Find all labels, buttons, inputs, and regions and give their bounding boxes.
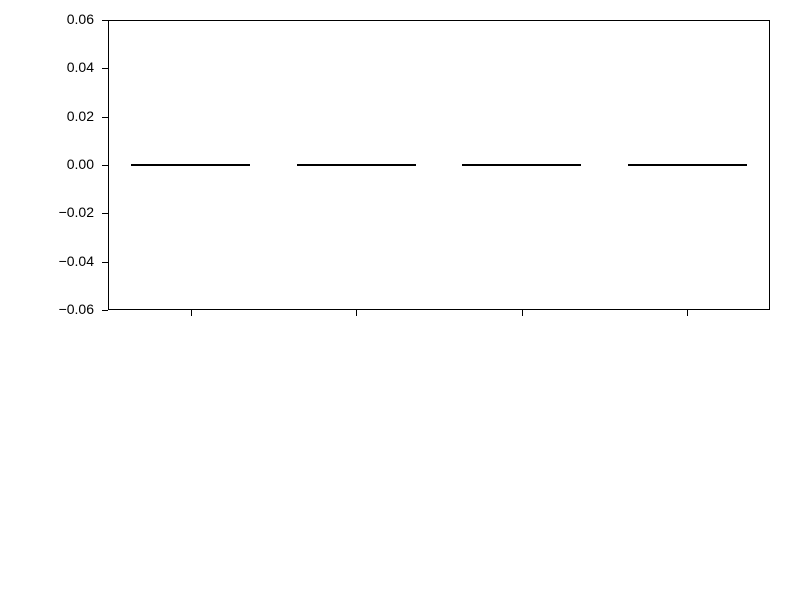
xtick-mark xyxy=(522,310,523,316)
ytick-mark xyxy=(102,165,108,166)
ytick-mark xyxy=(102,262,108,263)
xtick-mark xyxy=(191,310,192,316)
ytick-mark xyxy=(102,20,108,21)
xtick-mark xyxy=(687,310,688,316)
data-bar xyxy=(462,164,581,166)
ytick-mark xyxy=(102,68,108,69)
ytick-label: −0.06 xyxy=(0,301,94,317)
ytick-mark xyxy=(102,310,108,311)
ytick-mark xyxy=(102,117,108,118)
ytick-label: 0.00 xyxy=(0,156,94,172)
ytick-label: −0.04 xyxy=(0,253,94,269)
data-bar xyxy=(628,164,747,166)
ytick-label: 0.04 xyxy=(0,59,94,75)
ytick-label: −0.02 xyxy=(0,204,94,220)
data-bar xyxy=(297,164,416,166)
ytick-label: 0.02 xyxy=(0,108,94,124)
xtick-mark xyxy=(356,310,357,316)
ytick-mark xyxy=(102,213,108,214)
ytick-label: 0.06 xyxy=(0,11,94,27)
data-bar xyxy=(131,164,250,166)
